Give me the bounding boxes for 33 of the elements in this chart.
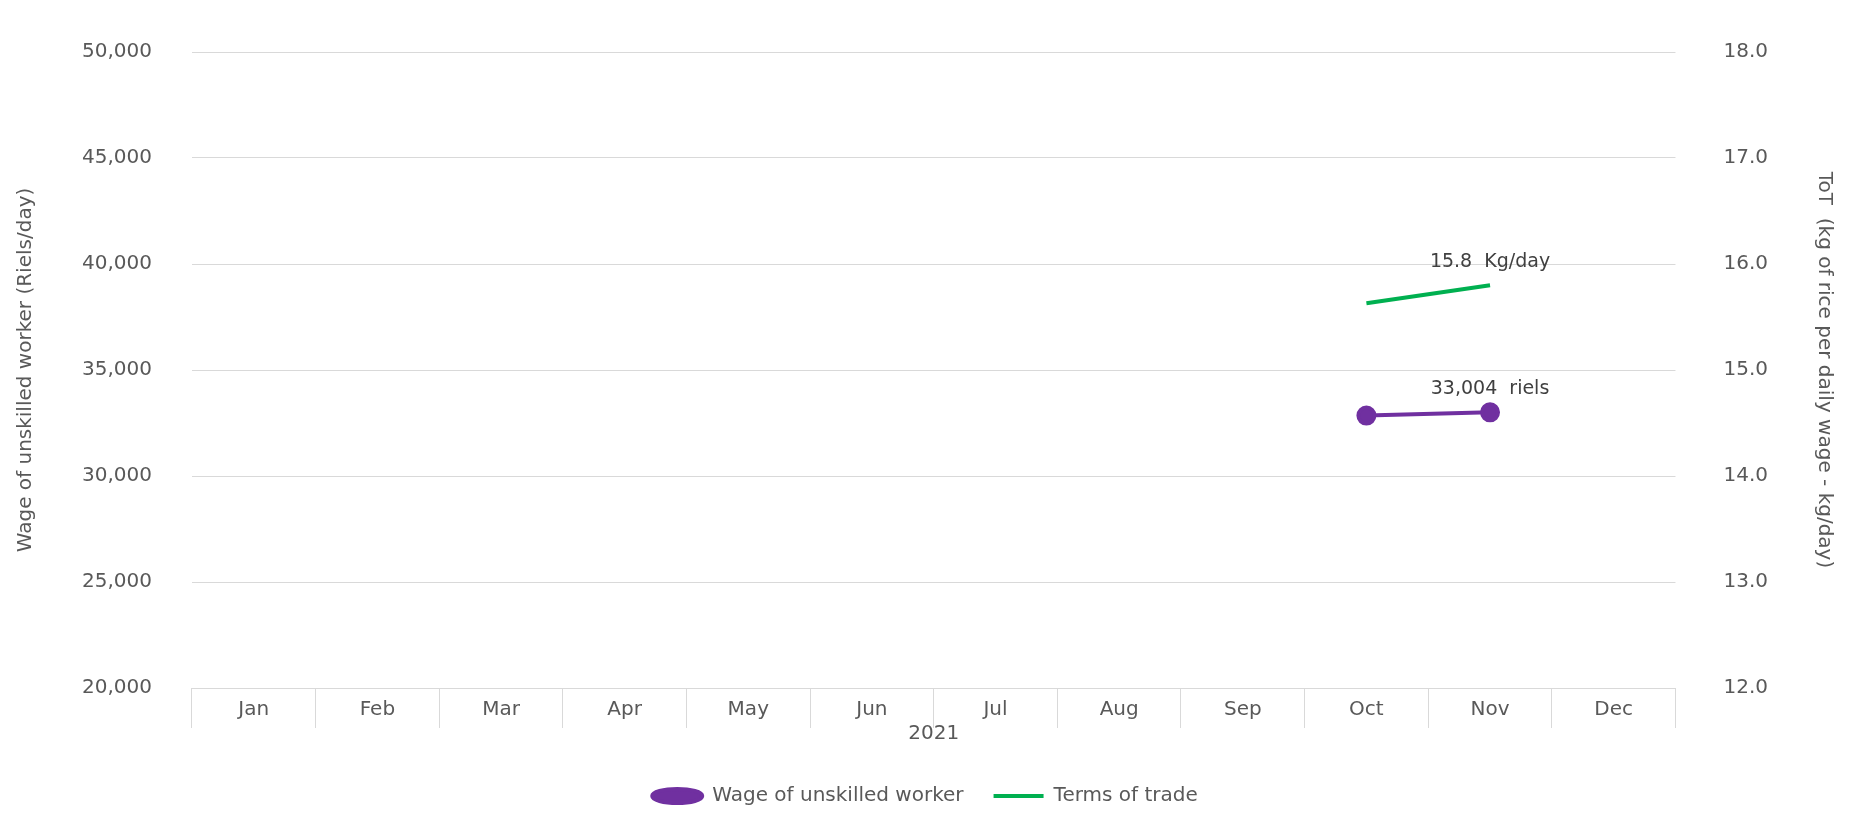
data-label: 33,004 riels (1430, 375, 1550, 398)
y2-axis-title: ToT (kg of rice per daily wage - kg/day) (1813, 170, 1838, 569)
x-tick-label: Feb (359, 696, 396, 721)
data-label: 15.8 Kg/day (1429, 248, 1551, 271)
y2-tick-label: 13.0 (1723, 568, 1768, 593)
y2-tick-label: 15.0 (1723, 356, 1768, 381)
y-tick-label: 30,000 (82, 462, 152, 487)
x-tick-label: Sep (1223, 696, 1262, 721)
x-tick-label: Aug (1099, 696, 1139, 721)
y2-tick-label: 18.0 (1723, 38, 1768, 63)
y-tick-label: 40,000 (82, 250, 152, 275)
y2-tick-label: 16.0 (1723, 250, 1768, 275)
y-tick-label: 25,000 (82, 568, 152, 593)
y-axis-title: Wage of unskilled worker (Riels/day) (12, 187, 37, 553)
x-axis-title: 2021 (908, 720, 960, 745)
x-tick-label: Apr (607, 696, 643, 721)
x-tick-label: Nov (1470, 696, 1510, 721)
legend-label: Wage of unskilled worker (712, 782, 965, 807)
y-tick-label: 20,000 (82, 674, 152, 699)
x-tick-label: May (727, 696, 770, 721)
x-tick-label: Jun (854, 696, 888, 721)
y-tick-label: 50,000 (82, 38, 152, 63)
x-tick-label: Dec (1594, 696, 1634, 721)
x-tick-label: Oct (1349, 696, 1384, 721)
y2-tick-label: 17.0 (1723, 144, 1768, 169)
x-tick-label: Jul (981, 696, 1008, 721)
x-tick-label: Mar (482, 696, 521, 721)
y-tick-label: 45,000 (82, 144, 152, 169)
legend-label: Terms of trade (1052, 782, 1198, 807)
y2-tick-label: 14.0 (1723, 462, 1768, 487)
y-tick-label: 35,000 (82, 356, 152, 381)
y2-tick-label: 12.0 (1723, 674, 1768, 699)
x-tick-label: Jan (236, 696, 270, 721)
